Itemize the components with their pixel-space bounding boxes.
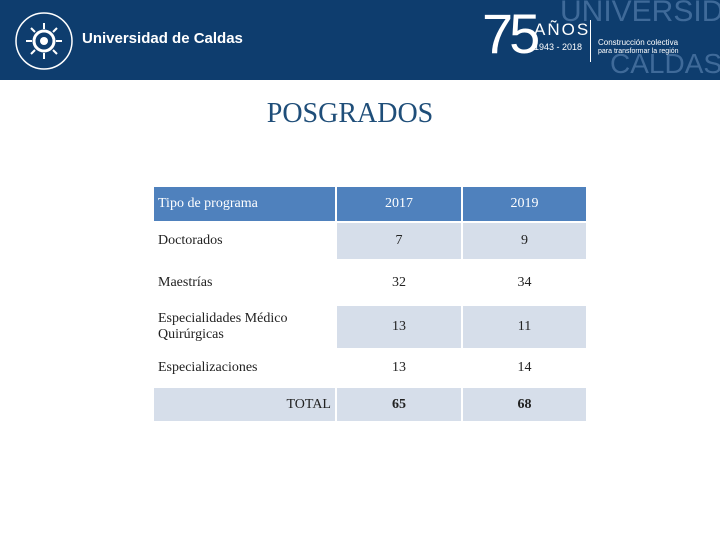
table-row: TOTAL 65 68 (152, 386, 588, 423)
table-row: Especializaciones 13 14 (152, 348, 588, 388)
university-name: Universidad de Caldas (82, 30, 243, 47)
motto: Construcción colectiva (598, 38, 679, 47)
motto: para transformar la región (598, 48, 679, 55)
logo (15, 12, 73, 70)
slide-title: POSGRADOS (266, 98, 434, 129)
table-cell: Doctorados (152, 221, 337, 261)
table-cell: 13 (335, 348, 463, 388)
table-cell: 2019 (461, 185, 588, 223)
watermark: CALDAS (610, 48, 720, 79)
table: Tipo de programa 2017 2019 Doctorados 7 9 Maes… (152, 185, 588, 423)
table-row: Maestrías 32 34 (152, 259, 588, 306)
table-row: Tipo de programa 2017 2019 (152, 185, 588, 223)
table-cell: Especialidades Médico Quirúrgicas (152, 304, 337, 350)
table-cell: 65 (335, 386, 463, 423)
watermark: UNIVERSIDAD (560, 0, 720, 28)
table-cell: 11 (461, 304, 588, 350)
table-cell: 13 (335, 304, 463, 350)
years-range: 1943 - 2018 (534, 42, 583, 52)
table-cell: 14 (461, 348, 588, 388)
table-cell: 9 (461, 221, 588, 261)
divider (590, 20, 591, 62)
table-cell: 68 (461, 386, 588, 423)
table-cell: Tipo de programa (152, 185, 337, 223)
table-cell: 34 (461, 259, 588, 306)
table-cell: TOTAL (152, 386, 337, 423)
header-bar: Universidad de Caldas UNIVERSIDAD CALDAS… (0, 0, 720, 80)
anniversary-number: 75 (482, 2, 540, 65)
table-cell: 32 (335, 259, 463, 306)
table-row: Especialidades Médico Quirúrgicas 13 11 (152, 304, 588, 350)
table-cell: 7 (335, 221, 463, 261)
table-row: Doctorados 7 9 (152, 221, 588, 261)
table-cell: 2017 (335, 185, 463, 223)
years-word: AÑOS (534, 20, 591, 39)
table-cell: Especializaciones (152, 348, 337, 388)
table-cell: Maestrías (152, 259, 337, 306)
